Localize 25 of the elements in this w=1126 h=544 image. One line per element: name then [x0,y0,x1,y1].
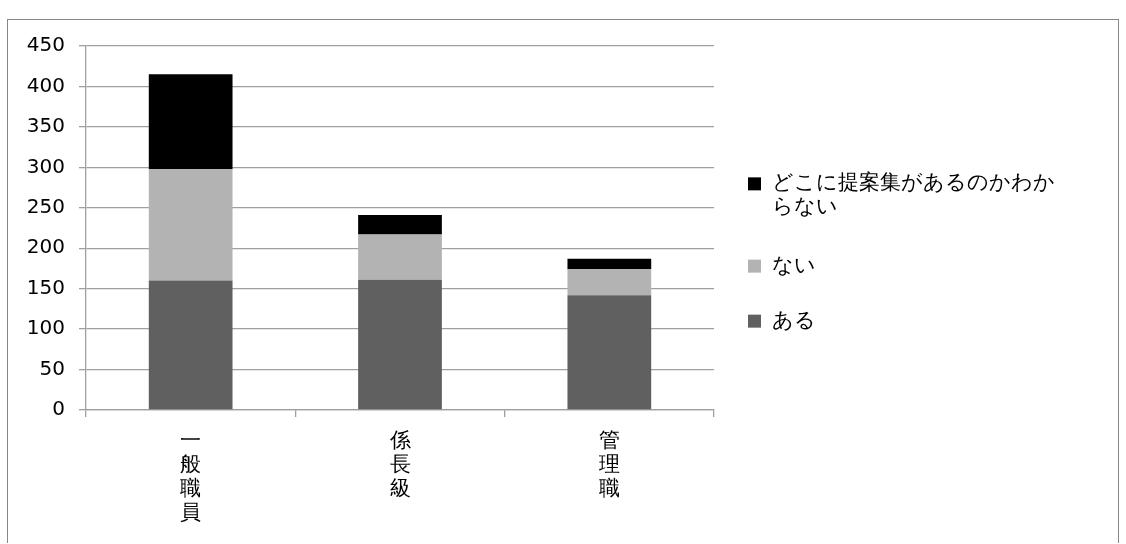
x-tick-label: 管理職 [598,427,620,500]
legend-label: ない [771,252,816,277]
x-tick-label: 一般職員 [180,427,202,524]
y-tick-label: 350 [26,113,65,138]
y-tick-label: 450 [26,32,65,57]
bar [567,269,652,296]
bar [358,279,442,410]
y-tick-label: 50 [39,355,65,380]
x-tick-label: 係長級 [388,427,411,500]
y-tick-label: 100 [26,315,65,340]
bar [148,280,233,410]
bar [148,74,233,169]
y-tick-label: 200 [26,234,65,259]
y-tick-label: 0 [52,396,65,421]
bar [358,215,442,235]
y-tick-label: 400 [26,72,65,97]
legend-label: ある [771,307,816,332]
bar [567,295,652,410]
y-tick-label: 250 [26,193,65,218]
bar [567,258,652,270]
bar [148,168,233,281]
y-tick-label: 150 [26,274,65,299]
y-tick-label: 300 [26,153,65,178]
bar [358,234,442,280]
legend-label: どこに提案集があるのかわからない [771,170,1055,219]
